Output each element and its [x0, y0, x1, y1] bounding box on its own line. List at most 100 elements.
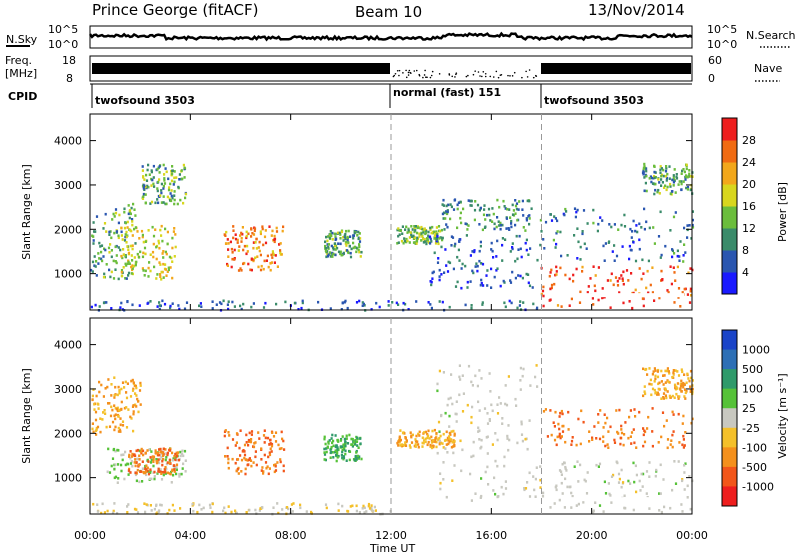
velocity-cell [274, 440, 278, 443]
power-cell [614, 276, 618, 279]
velocity-cell [448, 425, 451, 428]
power-cell [161, 239, 164, 243]
velocity-cell [620, 431, 624, 435]
power-cell [174, 233, 177, 236]
power-cell [240, 240, 243, 243]
velocity-cell [558, 415, 561, 418]
velocity-cell [173, 470, 176, 473]
power-cell [264, 301, 267, 305]
power-cell [510, 219, 513, 223]
velocity-cell [487, 483, 490, 486]
power-cell [645, 286, 648, 290]
velocity-cell [662, 374, 665, 377]
data-gap [561, 293, 685, 298]
power-cell [133, 208, 136, 211]
velocity-cell [586, 471, 589, 474]
velocity-cell [161, 459, 164, 463]
power-cell [144, 269, 147, 273]
velocity-cell [424, 440, 427, 444]
velocity-cell [143, 471, 146, 475]
velocity-cell [666, 438, 670, 441]
velocity-cell [507, 424, 510, 427]
velocity-cell [602, 440, 605, 443]
power-cell [495, 255, 498, 258]
power-cell [327, 235, 330, 238]
velocity-cell [107, 378, 110, 381]
velocity-cell [639, 489, 642, 492]
velocity-cell [152, 455, 156, 459]
power-cell [496, 267, 499, 270]
velocity-cell [160, 472, 163, 475]
power-cell [173, 202, 176, 206]
power-cell [556, 219, 559, 223]
velocity-cell [174, 455, 177, 459]
velocity-cell [613, 441, 617, 444]
power-cell [579, 290, 582, 294]
velocity-cell [134, 458, 137, 461]
velocity-cell [129, 415, 132, 419]
velocity-cell [554, 485, 557, 489]
power-cell [666, 289, 669, 292]
velocity-cell [632, 428, 635, 431]
nave-dot [438, 73, 441, 75]
power-cell [486, 284, 489, 287]
power-cell [336, 231, 340, 235]
velocity-cell [645, 470, 649, 473]
velocity-cell [627, 436, 630, 440]
velocity-cell [138, 480, 141, 484]
velocity-cell [582, 420, 585, 424]
power-cell [450, 244, 453, 247]
velocity-cell [681, 370, 684, 374]
power-cell [676, 249, 679, 253]
power-cell [450, 235, 453, 238]
power-cell [151, 225, 154, 229]
power-cell [143, 274, 146, 277]
power-cell [133, 227, 136, 231]
nave-dots [392, 69, 538, 79]
velocity-cell [452, 445, 455, 448]
power-cell [433, 251, 436, 255]
velocity-cell [332, 439, 335, 443]
power-cell [665, 176, 669, 180]
power-cell [490, 267, 493, 271]
velocity-cell [654, 369, 657, 372]
power-cell [489, 219, 492, 222]
velocity-cell [344, 444, 347, 447]
power-cell [528, 217, 531, 220]
power-cell [435, 238, 438, 241]
velocity-cell [124, 463, 127, 467]
velocity-cell [445, 430, 448, 434]
velocity-cell [224, 429, 227, 432]
noise-left-tick-bottom: 10^0 [48, 38, 78, 51]
power-cell [257, 265, 260, 269]
power-cell [339, 252, 342, 256]
velocity-cell [117, 463, 120, 466]
velocity-cell [656, 393, 659, 396]
velocity-cell [650, 383, 653, 386]
velocity-cell [669, 396, 672, 399]
power-cell [333, 232, 336, 236]
velocity-cell [277, 511, 280, 515]
velocity-cell [125, 406, 128, 409]
power-cell [150, 200, 154, 204]
velocity-cell [523, 488, 526, 492]
power-cell [675, 173, 678, 176]
power-cell [171, 260, 174, 263]
power-cell [141, 233, 144, 237]
power-cell [233, 305, 236, 308]
velocity-cell [679, 382, 682, 386]
velocity-cell [529, 384, 532, 387]
power-cell [424, 231, 428, 235]
velocity-cell [662, 392, 666, 395]
power-cell [653, 242, 656, 245]
velocity-cell [562, 424, 565, 428]
power-cell [325, 246, 328, 250]
velocity-cell [255, 463, 258, 467]
power-cell [345, 240, 348, 244]
power-cell [671, 178, 674, 182]
velocity-cell [198, 503, 201, 507]
power-scatter [90, 162, 695, 312]
power-cell [525, 218, 528, 222]
power-cell [227, 248, 230, 251]
power-cell [553, 215, 556, 218]
